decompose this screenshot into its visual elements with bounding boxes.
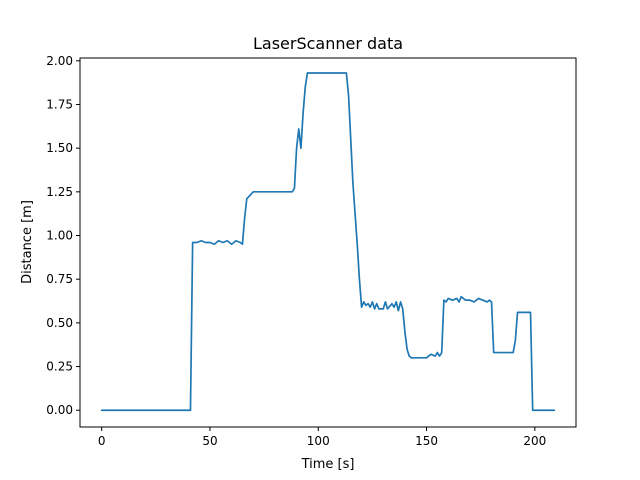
x-tick-label: 50 xyxy=(202,434,217,448)
x-axis-label: Time [s] xyxy=(301,457,355,472)
y-tick-label: 0.75 xyxy=(46,272,73,286)
axes-frame xyxy=(79,57,577,428)
series-layer xyxy=(100,72,556,412)
y-tick-label: 1.00 xyxy=(46,229,73,243)
plot-area xyxy=(80,58,576,427)
x-tick-label: 0 xyxy=(98,434,106,448)
x-tick-label: 200 xyxy=(523,434,546,448)
y-tick-label: 0.00 xyxy=(46,403,73,417)
y-tick-label: 0.50 xyxy=(46,316,73,330)
x-tick-label: 100 xyxy=(307,434,330,448)
chart-title: LaserScanner data xyxy=(253,34,403,53)
y-axis-ticks: 0.00 0.25 0.50 0.75 1.00 1.25 1.50 1.75 2.00 xyxy=(46,54,80,417)
y-tick-label: 1.75 xyxy=(46,97,73,111)
y-tick-label: 1.25 xyxy=(46,185,73,199)
series-line-0 xyxy=(100,72,556,412)
y-tick-label: 1.50 xyxy=(46,141,73,155)
y-tick-label: 2.00 xyxy=(46,54,73,68)
y-tick-label: 0.25 xyxy=(46,360,73,374)
x-axis-ticks: 0 50 100 150 200 xyxy=(98,427,546,448)
x-tick-label: 150 xyxy=(415,434,438,448)
y-axis-label: Distance [m] xyxy=(20,200,35,284)
